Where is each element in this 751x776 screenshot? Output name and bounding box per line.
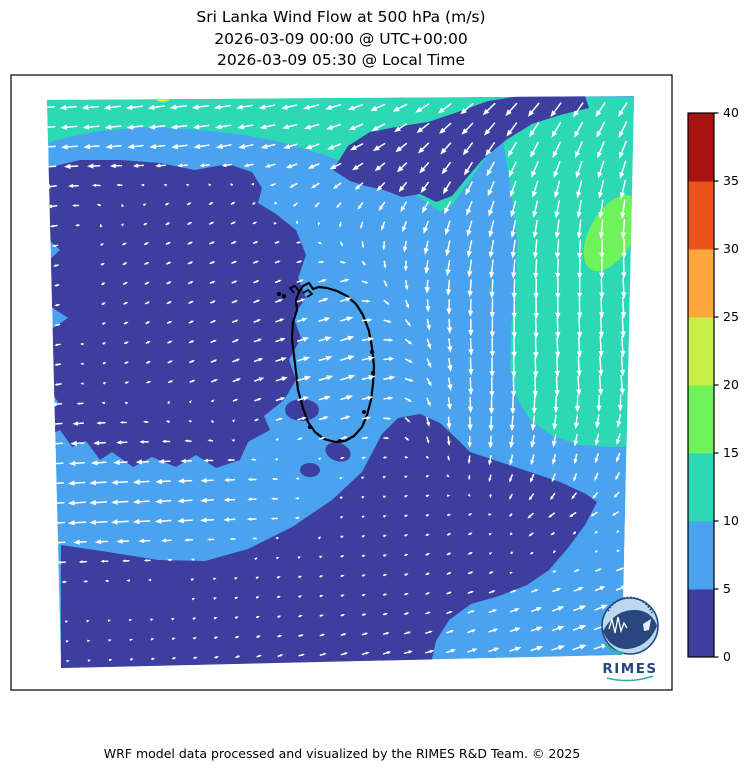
colorbar-band-20-25 bbox=[688, 317, 714, 386]
wind-band-10-15-right bbox=[501, 97, 634, 447]
rimes-logo: RIMES bbox=[601, 596, 659, 682]
wind-band-0-5-north bbox=[333, 96, 589, 202]
rimes-logo-underline bbox=[606, 675, 654, 682]
rimes-logo-bird-icon bbox=[643, 619, 651, 631]
wind-band-0-5-west bbox=[47, 160, 306, 468]
colorbar-tick-label: 0 bbox=[723, 649, 731, 664]
wind-band-15-20-patch bbox=[583, 195, 634, 271]
colorbar-band-15-20 bbox=[688, 385, 714, 454]
chart-title-line-3: 2026-03-09 05:30 @ Local Time bbox=[216, 51, 466, 69]
coastline-dot bbox=[369, 349, 375, 355]
colorbar: 0 5 10 15 20 25 30 35 40 bbox=[687, 105, 739, 664]
coastline-detail bbox=[302, 288, 314, 298]
wind-band-0-5-south bbox=[61, 414, 597, 668]
wind-arrow-shafts bbox=[47, 102, 628, 662]
rimes-logo-label: RIMES bbox=[602, 661, 657, 677]
colorbar-band-35-40 bbox=[688, 113, 714, 182]
credit-text: WRF model data processed and visualized … bbox=[103, 746, 581, 761]
colorbar-tick-label: 25 bbox=[723, 309, 739, 324]
chart-title-line-2: 2026-03-09 00:00 @ UTC+00:00 bbox=[214, 29, 468, 48]
colorbar-tick-label: 30 bbox=[723, 241, 739, 256]
rimes-logo-rim-text bbox=[607, 596, 653, 614]
wind-arrows bbox=[47, 102, 630, 663]
wind-speed-field bbox=[47, 96, 634, 668]
coastline-dot bbox=[307, 424, 313, 430]
chart-title-line-1: Sri Lanka Wind Flow at 500 hPa (m/s) bbox=[196, 8, 486, 26]
colorbar-tick-label: 20 bbox=[723, 377, 739, 392]
colorbar-band-30-35 bbox=[688, 181, 714, 250]
chart-title: Sri Lanka Wind Flow at 500 hPa (m/s) 202… bbox=[0, 7, 682, 72]
colorbar-tick-label: 15 bbox=[723, 445, 739, 460]
coastline-dot bbox=[337, 438, 343, 444]
colorbar-band-10-15 bbox=[688, 453, 714, 522]
coastline-dot bbox=[370, 370, 376, 376]
colorbar-band-25-30 bbox=[688, 249, 714, 318]
coastline-dot bbox=[361, 409, 367, 415]
wind-band-0-5-islet-2 bbox=[325, 442, 351, 462]
sri-lanka-coastline bbox=[276, 281, 376, 444]
rimes-logo-green-arc bbox=[604, 643, 625, 655]
rimes-logo-seismogram-icon bbox=[608, 616, 628, 634]
coastline-detail bbox=[288, 284, 300, 294]
colorbar-band-0-5 bbox=[688, 589, 714, 658]
coastline-dot bbox=[281, 293, 287, 299]
colorbar-tick-label: 5 bbox=[723, 581, 731, 596]
wind-band-0-5-islet-3 bbox=[300, 463, 320, 477]
coastline-dot bbox=[276, 291, 282, 297]
colorbar-tick-label: 10 bbox=[723, 513, 739, 528]
wind-band-0-5-islet-1 bbox=[285, 399, 319, 421]
rimes-logo-wave bbox=[603, 610, 657, 649]
colorbar-tick-label: 35 bbox=[723, 173, 739, 188]
colorbar-tick-label: 40 bbox=[723, 105, 739, 120]
colorbar-band-5-10 bbox=[688, 521, 714, 590]
